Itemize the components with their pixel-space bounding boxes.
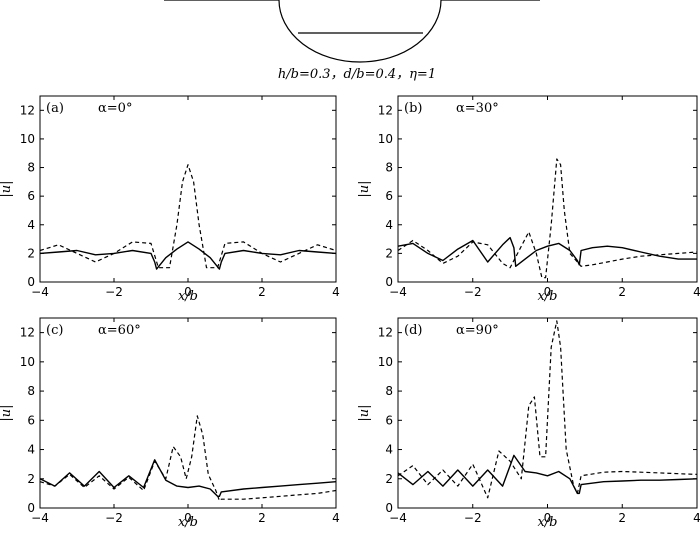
series-line-solid (39, 241, 337, 270)
y-tick-label: 8 (27, 384, 35, 398)
chart-panels: −4 −2 0 2 4 0 2 4 6 8 10 12 x/b |u| (a) α=0° −4 −2 0 2 4 0 2 4 6… (0, 95, 700, 530)
x-axis-label: x/b (537, 515, 557, 530)
y-tick-label: 10 (20, 355, 35, 369)
x-tick-label: −4 (31, 511, 49, 525)
x-tick-label: 0 (184, 285, 192, 299)
x-tick-label: 2 (258, 511, 266, 525)
x-tick-label: 2 (618, 285, 626, 299)
y-tick-label: 6 (385, 413, 393, 427)
y-tick-label: 8 (385, 161, 393, 175)
series-line-dashed (39, 164, 337, 269)
y-tick-label: 10 (378, 355, 393, 369)
x-tick-label: −2 (105, 285, 123, 299)
x-tick-label: −4 (31, 285, 49, 299)
series-line-solid (39, 459, 337, 497)
x-axis-label: x/b (178, 515, 198, 530)
x-tick-label: 0 (184, 511, 192, 525)
panel-label: (c) (46, 323, 63, 338)
x-tick-label: 4 (693, 285, 700, 299)
chart-panel-2: −4 −2 0 2 4 0 2 4 6 8 10 12 x/b |u| (b) α=30° (357, 95, 700, 304)
y-tick-label: 0 (385, 275, 393, 289)
y-tick-label: 2 (385, 472, 393, 486)
parameter-caption: h/b=0.3，d/b=0.4，η=1 (278, 67, 436, 82)
y-tick-label: 2 (27, 472, 35, 486)
x-tick-label: 0 (544, 285, 552, 299)
x-tick-label: −2 (105, 511, 123, 525)
y-axis-label: |u| (0, 404, 14, 421)
y-tick-label: 12 (378, 326, 393, 340)
y-tick-label: 0 (385, 501, 393, 515)
y-axis-label: |u| (357, 180, 372, 197)
canyon-schematic (164, 0, 540, 63)
x-tick-label: 4 (332, 285, 340, 299)
chart-panel-1: −4 −2 0 2 4 0 2 4 6 8 10 12 x/b |u| (a) α=0° (0, 95, 340, 304)
plot-frame (39, 95, 337, 283)
series-line-dashed (397, 158, 698, 279)
x-tick-label: 4 (332, 511, 340, 525)
x-axis-label: x/b (537, 289, 557, 304)
y-tick-label: 6 (27, 413, 35, 427)
x-tick-label: −4 (389, 511, 407, 525)
series-line-solid (397, 236, 697, 267)
y-tick-label: 2 (27, 246, 35, 260)
panel-label: (d) (404, 323, 422, 338)
angle-label: α=90° (456, 323, 499, 338)
y-tick-label: 4 (385, 443, 393, 457)
angle-label: α=60° (98, 323, 141, 338)
y-tick-label: 4 (27, 218, 35, 232)
series-line-solid (397, 454, 698, 495)
chart-panel-3: −4 −2 0 2 4 0 2 4 6 8 10 12 x/b |u| (c) α=60° (0, 317, 340, 530)
series-line-dashed (397, 320, 698, 499)
x-tick-label: −4 (389, 285, 407, 299)
y-tick-label: 12 (20, 326, 35, 340)
x-axis-label: x/b (178, 289, 198, 304)
y-tick-label: 0 (27, 501, 35, 515)
panel-label: (a) (46, 101, 64, 116)
y-tick-label: 12 (378, 103, 393, 117)
x-tick-label: 2 (258, 285, 266, 299)
y-tick-label: 10 (378, 132, 393, 146)
x-tick-label: 4 (693, 511, 700, 525)
x-tick-label: −2 (464, 511, 482, 525)
y-tick-label: 6 (27, 189, 35, 203)
angle-label: α=30° (456, 101, 499, 116)
y-tick-label: 8 (27, 161, 35, 175)
x-tick-label: 0 (544, 511, 552, 525)
y-tick-label: 12 (20, 103, 35, 117)
y-tick-label: 2 (385, 246, 393, 260)
panel-label: (b) (404, 101, 422, 116)
x-tick-label: −2 (464, 285, 482, 299)
y-tick-label: 10 (20, 132, 35, 146)
x-tick-label: 2 (618, 511, 626, 525)
y-tick-label: 6 (385, 189, 393, 203)
y-axis-label: |u| (0, 180, 14, 197)
chart-panel-4: −4 −2 0 2 4 0 2 4 6 8 10 12 x/b |u| (d) α=90° (357, 317, 700, 530)
plot-frame (39, 317, 337, 509)
y-axis-label: |u| (357, 404, 372, 421)
y-tick-label: 8 (385, 384, 393, 398)
y-tick-label: 0 (27, 275, 35, 289)
series-line-dashed (39, 415, 337, 502)
y-tick-label: 4 (385, 218, 393, 232)
y-tick-label: 4 (27, 443, 35, 457)
angle-label: α=0° (98, 101, 132, 116)
canyon-outline (278, 0, 442, 63)
